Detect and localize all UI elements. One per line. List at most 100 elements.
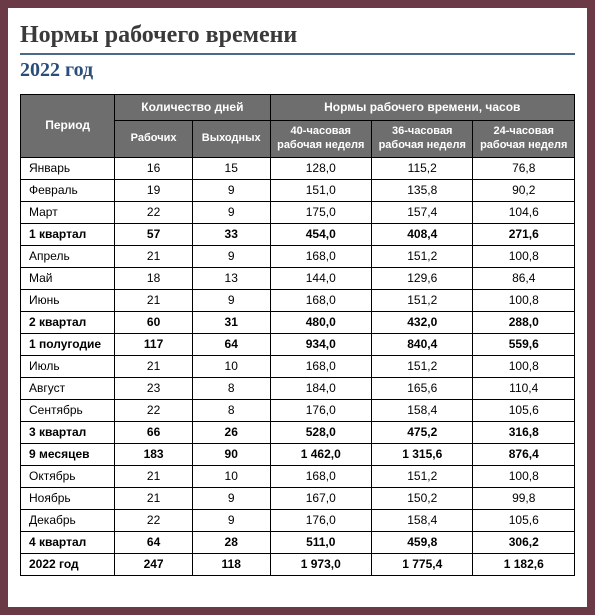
cell-hours-36: 158,4 — [372, 399, 473, 421]
cell-weekend-days: 8 — [192, 377, 270, 399]
header-work-days: Рабочих — [115, 121, 193, 158]
cell-work-days: 60 — [115, 311, 193, 333]
cell-work-days: 22 — [115, 509, 193, 531]
cell-period: 2022 год — [21, 553, 115, 575]
cell-work-days: 183 — [115, 443, 193, 465]
cell-hours-36: 158,4 — [372, 509, 473, 531]
header-week24: 24-часовая рабочая неделя — [473, 121, 575, 158]
cell-work-days: 21 — [115, 289, 193, 311]
table-row: Октябрь2110168,0151,2100,8 — [21, 465, 575, 487]
table-row: Апрель219168,0151,2100,8 — [21, 245, 575, 267]
cell-work-days: 117 — [115, 333, 193, 355]
cell-hours-40: 480,0 — [270, 311, 371, 333]
cell-hours-40: 144,0 — [270, 267, 371, 289]
cell-weekend-days: 15 — [192, 157, 270, 179]
cell-hours-36: 432,0 — [372, 311, 473, 333]
cell-work-days: 21 — [115, 245, 193, 267]
cell-weekend-days: 9 — [192, 289, 270, 311]
cell-period: 4 квартал — [21, 531, 115, 553]
cell-hours-40: 167,0 — [270, 487, 371, 509]
cell-weekend-days: 26 — [192, 421, 270, 443]
cell-hours-36: 165,6 — [372, 377, 473, 399]
cell-hours-40: 176,0 — [270, 509, 371, 531]
header-period: Период — [21, 95, 115, 158]
table-row: 1 квартал5733454,0408,4271,6 — [21, 223, 575, 245]
cell-work-days: 18 — [115, 267, 193, 289]
cell-period: Сентябрь — [21, 399, 115, 421]
cell-hours-24: 306,2 — [473, 531, 575, 553]
cell-hours-36: 459,8 — [372, 531, 473, 553]
cell-weekend-days: 8 — [192, 399, 270, 421]
cell-hours-24: 1 182,6 — [473, 553, 575, 575]
cell-weekend-days: 9 — [192, 245, 270, 267]
cell-weekend-days: 118 — [192, 553, 270, 575]
cell-weekend-days: 10 — [192, 355, 270, 377]
cell-hours-24: 110,4 — [473, 377, 575, 399]
table-row: 3 квартал6626528,0475,2316,8 — [21, 421, 575, 443]
cell-hours-24: 104,6 — [473, 201, 575, 223]
cell-hours-24: 86,4 — [473, 267, 575, 289]
cell-work-days: 22 — [115, 201, 193, 223]
cell-hours-36: 408,4 — [372, 223, 473, 245]
table-row: Март229175,0157,4104,6 — [21, 201, 575, 223]
cell-hours-24: 100,8 — [473, 355, 575, 377]
cell-period: Ноябрь — [21, 487, 115, 509]
cell-work-days: 16 — [115, 157, 193, 179]
cell-hours-40: 128,0 — [270, 157, 371, 179]
cell-hours-36: 157,4 — [372, 201, 473, 223]
cell-hours-40: 176,0 — [270, 399, 371, 421]
cell-period: 3 квартал — [21, 421, 115, 443]
cell-period: 2 квартал — [21, 311, 115, 333]
cell-hours-40: 1 462,0 — [270, 443, 371, 465]
working-hours-table: Период Количество дней Нормы рабочего вр… — [20, 94, 575, 576]
cell-hours-36: 135,8 — [372, 179, 473, 201]
page-title: Нормы рабочего времени — [20, 22, 575, 55]
cell-period: Октябрь — [21, 465, 115, 487]
cell-hours-24: 876,4 — [473, 443, 575, 465]
cell-work-days: 247 — [115, 553, 193, 575]
cell-weekend-days: 90 — [192, 443, 270, 465]
table-row: 4 квартал6428511,0459,8306,2 — [21, 531, 575, 553]
cell-period: 9 месяцев — [21, 443, 115, 465]
cell-hours-40: 454,0 — [270, 223, 371, 245]
cell-period: Июнь — [21, 289, 115, 311]
cell-hours-36: 1 315,6 — [372, 443, 473, 465]
cell-hours-24: 100,8 — [473, 289, 575, 311]
table-row: Ноябрь219167,0150,299,8 — [21, 487, 575, 509]
cell-hours-24: 559,6 — [473, 333, 575, 355]
cell-work-days: 21 — [115, 487, 193, 509]
cell-period: Март — [21, 201, 115, 223]
table-row: 2022 год2471181 973,01 775,41 182,6 — [21, 553, 575, 575]
cell-hours-24: 100,8 — [473, 465, 575, 487]
page-subtitle: 2022 год — [20, 59, 575, 82]
cell-weekend-days: 28 — [192, 531, 270, 553]
header-days-group: Количество дней — [115, 95, 270, 121]
cell-hours-36: 150,2 — [372, 487, 473, 509]
cell-work-days: 66 — [115, 421, 193, 443]
cell-hours-24: 100,8 — [473, 245, 575, 267]
cell-hours-40: 528,0 — [270, 421, 371, 443]
cell-work-days: 23 — [115, 377, 193, 399]
cell-hours-24: 76,8 — [473, 157, 575, 179]
cell-work-days: 22 — [115, 399, 193, 421]
table-row: Июль2110168,0151,2100,8 — [21, 355, 575, 377]
header-weekend-days: Выходных — [192, 121, 270, 158]
table-row: Июнь219168,0151,2100,8 — [21, 289, 575, 311]
cell-hours-24: 271,6 — [473, 223, 575, 245]
cell-hours-40: 934,0 — [270, 333, 371, 355]
cell-weekend-days: 10 — [192, 465, 270, 487]
table-row: Август238184,0165,6110,4 — [21, 377, 575, 399]
table-row: Май1813144,0129,686,4 — [21, 267, 575, 289]
cell-hours-36: 475,2 — [372, 421, 473, 443]
cell-hours-40: 511,0 — [270, 531, 371, 553]
cell-hours-36: 151,2 — [372, 245, 473, 267]
document-frame: Нормы рабочего времени 2022 год Период К… — [0, 0, 595, 615]
cell-hours-40: 184,0 — [270, 377, 371, 399]
cell-period: Август — [21, 377, 115, 399]
cell-weekend-days: 13 — [192, 267, 270, 289]
table-row: 2 квартал6031480,0432,0288,0 — [21, 311, 575, 333]
cell-work-days: 64 — [115, 531, 193, 553]
table-row: 9 месяцев183901 462,01 315,6876,4 — [21, 443, 575, 465]
cell-hours-24: 316,8 — [473, 421, 575, 443]
cell-weekend-days: 31 — [192, 311, 270, 333]
